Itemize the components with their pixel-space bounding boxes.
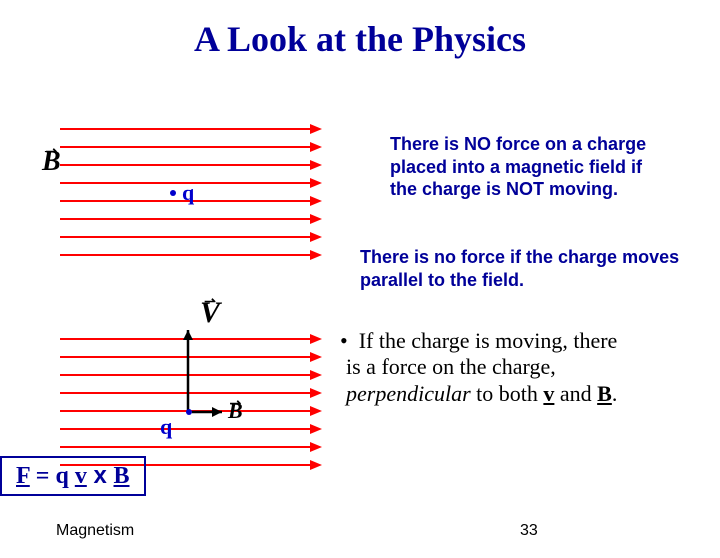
field-line xyxy=(60,236,310,238)
field-line xyxy=(60,218,310,220)
field-line xyxy=(60,146,310,148)
formula-v: v xyxy=(75,463,87,489)
charge-label: q xyxy=(182,180,194,206)
formula-cross: x xyxy=(87,462,114,489)
bullet-marker: • xyxy=(340,328,359,353)
note-no-force-parallel: There is no force if the charge moves pa… xyxy=(360,246,690,291)
bullet-and: and xyxy=(554,381,597,406)
vector-V-label: ⇀V xyxy=(200,296,220,330)
field-arrowhead xyxy=(310,124,322,134)
slide-title: A Look at the Physics xyxy=(0,18,720,60)
bullet-line2: is a force on the charge, xyxy=(346,354,556,379)
charge-dot xyxy=(186,409,192,415)
footer-page-number: 33 xyxy=(520,522,538,540)
bullet-dot: . xyxy=(612,381,618,406)
bullet-to-both: to both xyxy=(471,381,544,406)
charge-dot xyxy=(170,190,176,196)
field-arrowhead xyxy=(310,214,322,224)
field-arrowhead xyxy=(310,232,322,242)
field-arrowhead xyxy=(310,178,322,188)
field-arrowhead xyxy=(310,250,322,260)
formula-F: F xyxy=(16,463,30,489)
field-arrowhead xyxy=(310,196,322,206)
bullet-force-perpendicular: • If the charge is moving, there is a fo… xyxy=(340,328,710,407)
bullet-B: B xyxy=(597,381,612,406)
vector-B-arrow xyxy=(60,338,360,538)
formula-B: B xyxy=(114,463,130,489)
bullet-perpendicular: perpendicular xyxy=(346,381,471,406)
field-arrowhead xyxy=(310,160,322,170)
footer-topic: Magnetism xyxy=(56,522,134,540)
note-no-force-static: There is NO force on a charge placed int… xyxy=(390,133,650,201)
field-line xyxy=(60,164,310,166)
formula-eq: = q xyxy=(30,463,75,489)
field-line xyxy=(60,128,310,130)
charge-label: q xyxy=(160,414,172,440)
formula-lorentz: F = q v x B xyxy=(0,456,146,496)
vector-B-label: ⇀B xyxy=(42,146,61,178)
bullet-line1: If the charge is moving, there xyxy=(359,328,618,353)
vector-B-label: ⇀B xyxy=(228,398,243,424)
bullet-v: v xyxy=(543,381,554,406)
field-line xyxy=(60,254,310,256)
field-arrowhead xyxy=(310,142,322,152)
